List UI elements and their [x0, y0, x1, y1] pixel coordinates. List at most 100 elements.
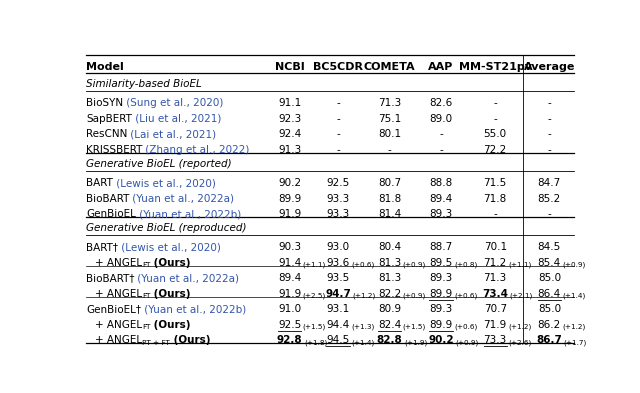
Text: (+0.9): (+0.9) [403, 293, 426, 299]
Text: 89.3: 89.3 [429, 209, 452, 219]
Text: 84.7: 84.7 [538, 178, 561, 188]
Text: 85.2: 85.2 [538, 194, 561, 204]
Text: 82.2: 82.2 [378, 289, 401, 299]
Text: (Ours): (Ours) [150, 320, 191, 330]
Text: 92.3: 92.3 [278, 114, 301, 124]
Text: 93.5: 93.5 [326, 274, 349, 283]
Text: 81.3: 81.3 [378, 274, 401, 283]
Text: 89.3: 89.3 [429, 304, 452, 314]
Text: 82.8: 82.8 [377, 335, 403, 345]
Text: -: - [547, 98, 551, 108]
Text: (+0.9): (+0.9) [403, 262, 426, 268]
Text: 94.4: 94.4 [326, 320, 349, 330]
Text: 91.1: 91.1 [278, 98, 301, 108]
Text: 93.6: 93.6 [326, 258, 349, 268]
Text: 89.9: 89.9 [278, 194, 301, 204]
Text: 92.5: 92.5 [326, 178, 349, 188]
Text: (Ours): (Ours) [150, 258, 191, 268]
Text: KRISSBERT: KRISSBERT [86, 145, 142, 155]
Text: (Ours): (Ours) [170, 335, 211, 345]
Text: 80.1: 80.1 [378, 129, 401, 140]
Text: 70.7: 70.7 [484, 304, 507, 314]
Text: + ANGEL: + ANGEL [95, 320, 142, 330]
Text: (+1.4): (+1.4) [351, 340, 374, 346]
Text: FT: FT [142, 262, 150, 268]
Text: 72.2: 72.2 [484, 145, 507, 155]
Text: (+1.2): (+1.2) [563, 324, 586, 331]
Text: COMETA: COMETA [364, 62, 415, 72]
Text: 90.3: 90.3 [278, 242, 301, 252]
Text: 88.7: 88.7 [429, 242, 452, 252]
Text: + ANGEL: + ANGEL [95, 335, 142, 345]
Text: -: - [336, 129, 340, 140]
Text: (+2.5): (+2.5) [303, 293, 326, 299]
Text: 86.4: 86.4 [538, 289, 561, 299]
Text: 85.0: 85.0 [538, 304, 561, 314]
Text: BioSYN: BioSYN [86, 98, 123, 108]
Text: BART: BART [86, 178, 113, 188]
Text: FT: FT [142, 324, 150, 330]
Text: 71.3: 71.3 [378, 98, 401, 108]
Text: 82.6: 82.6 [429, 98, 452, 108]
Text: 91.9: 91.9 [278, 209, 301, 219]
Text: 73.4: 73.4 [482, 289, 508, 299]
Text: Model: Model [86, 62, 124, 72]
Text: (+1.5): (+1.5) [303, 324, 326, 331]
Text: 81.8: 81.8 [378, 194, 401, 204]
Text: + ANGEL: + ANGEL [95, 258, 142, 268]
Text: (+0.9): (+0.9) [563, 262, 586, 268]
Text: MM-ST21pv: MM-ST21pv [459, 62, 532, 72]
Text: 89.4: 89.4 [278, 274, 301, 283]
Text: (+0.6): (+0.6) [351, 262, 374, 268]
Text: (+1.8): (+1.8) [304, 340, 327, 346]
Text: 71.5: 71.5 [484, 178, 507, 188]
Text: 71.3: 71.3 [484, 274, 507, 283]
Text: (+0.6): (+0.6) [454, 324, 477, 331]
Text: GenBioEL: GenBioEL [86, 209, 136, 219]
Text: 86.7: 86.7 [536, 335, 563, 345]
Text: 80.9: 80.9 [378, 304, 401, 314]
Text: (+1.2): (+1.2) [353, 293, 376, 299]
Text: BART†: BART† [86, 242, 118, 252]
Text: -: - [493, 114, 497, 124]
Text: (Yuan et al., 2022b): (Yuan et al., 2022b) [141, 304, 246, 314]
Text: FT: FT [142, 293, 150, 299]
Text: (Liu et al., 2021): (Liu et al., 2021) [132, 114, 221, 124]
Text: 90.2: 90.2 [278, 178, 301, 188]
Text: 92.5: 92.5 [278, 320, 301, 330]
Text: 70.1: 70.1 [484, 242, 507, 252]
Text: (Lai et al., 2021): (Lai et al., 2021) [127, 129, 216, 140]
Text: 93.3: 93.3 [326, 209, 349, 219]
Text: -: - [439, 129, 443, 140]
Text: 55.0: 55.0 [484, 129, 507, 140]
Text: 89.5: 89.5 [429, 258, 452, 268]
Text: 90.2: 90.2 [428, 335, 454, 345]
Text: 91.3: 91.3 [278, 145, 301, 155]
Text: 71.8: 71.8 [484, 194, 507, 204]
Text: (+1.1): (+1.1) [303, 262, 326, 268]
Text: (Zhang et al., 2022): (Zhang et al., 2022) [142, 145, 250, 155]
Text: 71.2: 71.2 [484, 258, 507, 268]
Text: (+2.6): (+2.6) [508, 340, 532, 346]
Text: (Lewis et al., 2020): (Lewis et al., 2020) [118, 242, 221, 252]
Text: -: - [547, 145, 551, 155]
Text: + ANGEL: + ANGEL [95, 289, 142, 299]
Text: 75.1: 75.1 [378, 114, 401, 124]
Text: 91.9: 91.9 [278, 289, 301, 299]
Text: 80.4: 80.4 [378, 242, 401, 252]
Text: 89.4: 89.4 [429, 194, 452, 204]
Text: 94.7: 94.7 [325, 289, 351, 299]
Text: 91.0: 91.0 [278, 304, 301, 314]
Text: 82.4: 82.4 [378, 320, 401, 330]
Text: (Ours): (Ours) [150, 289, 191, 299]
Text: (+1.3): (+1.3) [351, 324, 374, 331]
Text: (Yuan et al., 2022a): (Yuan et al., 2022a) [129, 194, 234, 204]
Text: (+0.6): (+0.6) [454, 293, 477, 299]
Text: 85.0: 85.0 [538, 274, 561, 283]
Text: 80.7: 80.7 [378, 178, 401, 188]
Text: PT + FT: PT + FT [142, 340, 170, 346]
Text: AAP: AAP [428, 62, 454, 72]
Text: (+1.2): (+1.2) [508, 324, 532, 331]
Text: 81.3: 81.3 [378, 258, 401, 268]
Text: 93.0: 93.0 [326, 242, 349, 252]
